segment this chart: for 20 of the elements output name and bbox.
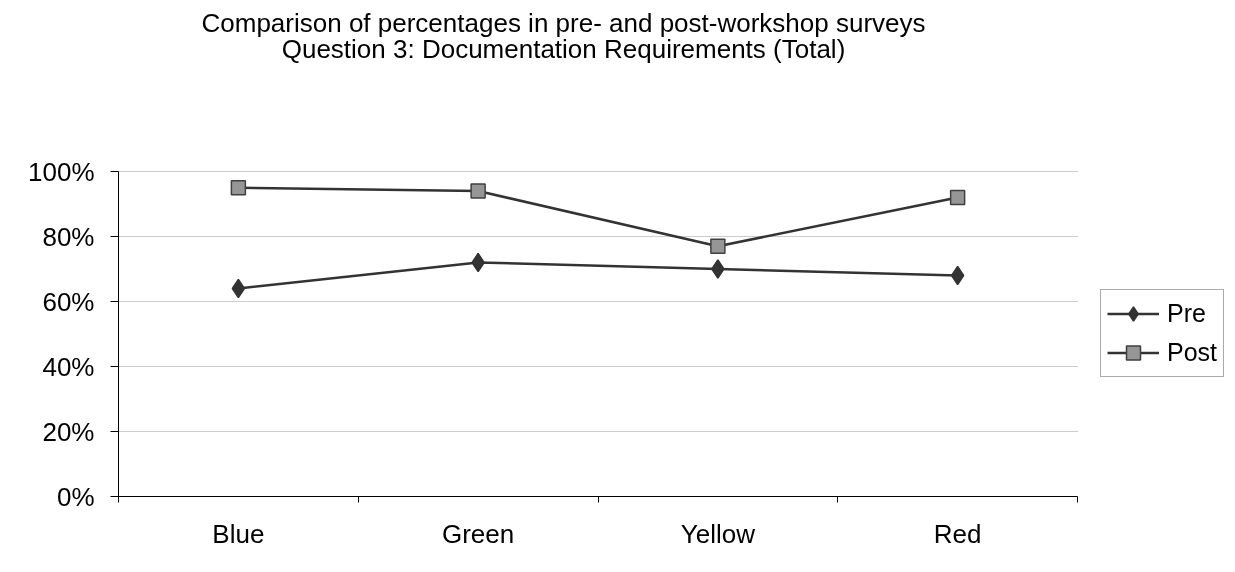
point [949,189,966,206]
point [470,183,486,199]
y-tick-label: 60% [42,286,95,317]
point [711,259,725,279]
point [950,265,965,286]
x-tick-label: Green [441,518,515,549]
x-tick-label: Red [933,518,982,549]
y-tick-label: 0% [56,481,95,512]
chart-title: Comparison of percentages in pre- and post-workshop surveys [201,7,926,38]
point [710,238,726,254]
y-tick-label: 40% [42,351,95,382]
y-tick-label: 100% [28,156,95,187]
y-tick-label: 80% [42,221,95,252]
y-tick-label: 20% [42,416,95,447]
point [230,180,247,196]
x-tick-label: Yellow [680,518,756,549]
legend-label: Post [1167,337,1218,367]
x-tick-label: Blue [212,518,265,549]
legend-label: Pre [1167,298,1206,328]
point [231,278,246,299]
